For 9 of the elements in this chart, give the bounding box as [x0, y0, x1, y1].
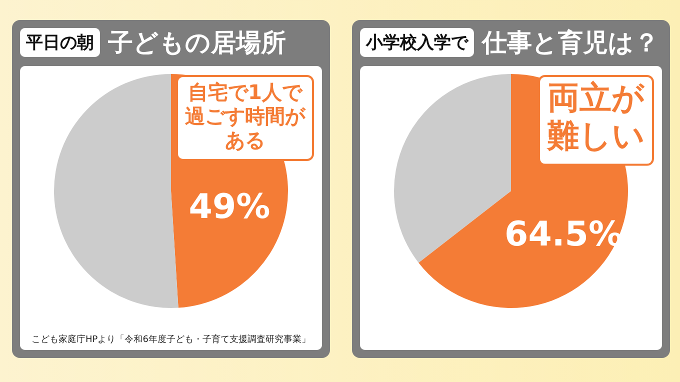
chart-subtitle: 子どもの居場所 — [108, 26, 286, 58]
text: こども家庭庁HPより「令和6年度子ども・子育て支援調査研究事業」 — [20, 333, 322, 346]
chart-title: 小学校入学で — [360, 28, 474, 56]
chart-subtitle: 仕事と育児は？ — [482, 26, 659, 58]
slice-label: 両立が難しい — [546, 78, 646, 155]
slice-label: 自宅で1人で過ごす時間がある — [184, 80, 306, 152]
data-label: 49% — [188, 186, 270, 227]
chart-title: 平日の朝 — [20, 28, 100, 56]
data-label: 64.5% — [504, 214, 623, 255]
